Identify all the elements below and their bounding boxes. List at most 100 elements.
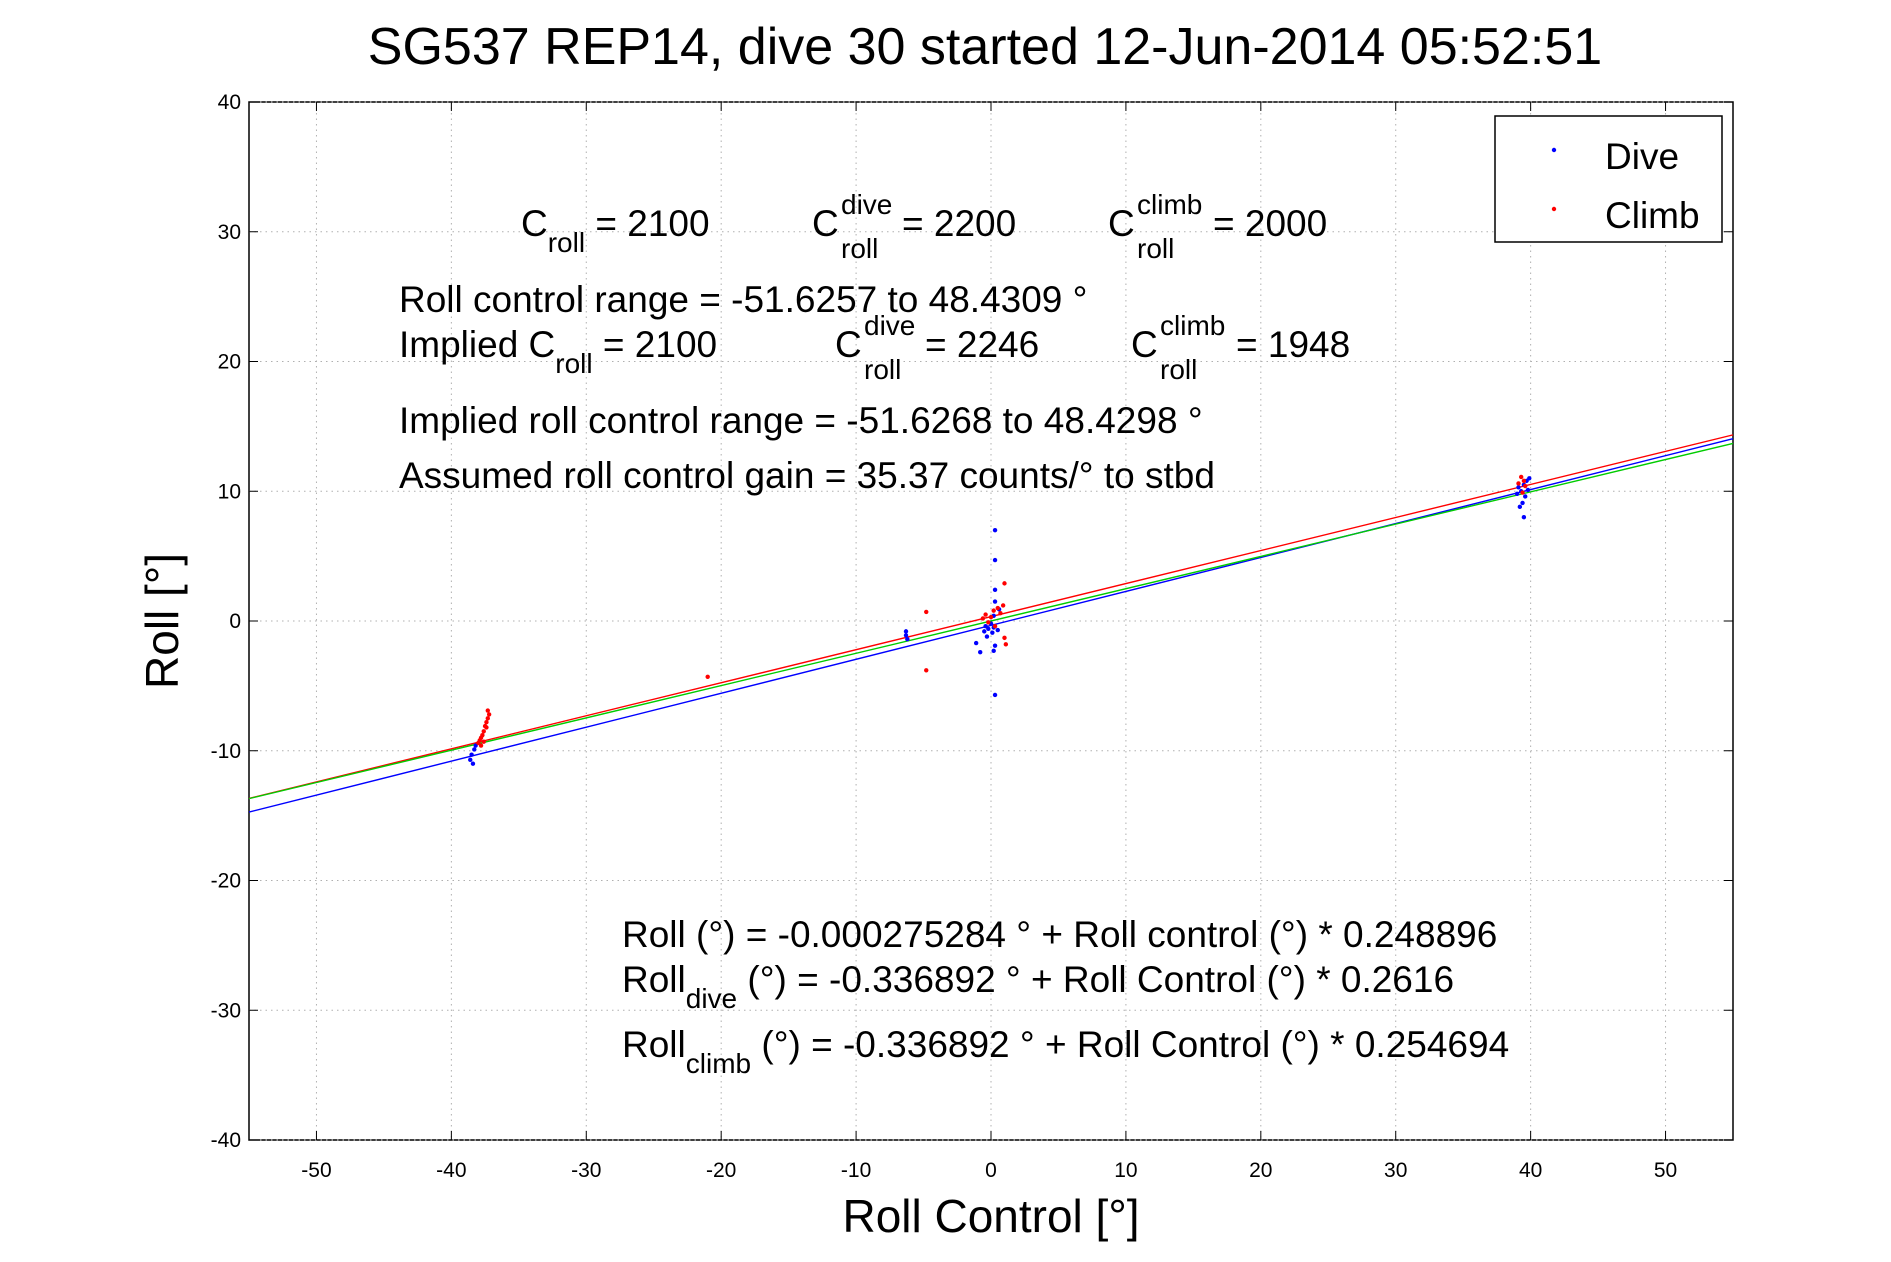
implied-c-roll-climb-sub: roll — [1160, 354, 1197, 385]
fit-climb-annotation: Rollclimb (°) = -0.336892 ° + Roll Contr… — [622, 1024, 1509, 1079]
x-tick-label: 0 — [985, 1159, 997, 1182]
y-tick-label: 0 — [229, 610, 241, 633]
roll-control-range-annotation: Roll control range = -51.6257 to 48.4309… — [399, 279, 1087, 320]
x-axis-ticks: -50 -40 -30 -20 -10 0 10 20 30 40 50 — [301, 102, 1677, 1182]
x-tick-label: -20 — [706, 1159, 736, 1182]
dive-point — [469, 752, 474, 757]
y-tick-label: 30 — [218, 221, 241, 244]
climb-point — [924, 668, 929, 673]
implied-c-roll-climb-annotation: C climb roll = 1948 — [1131, 302, 1350, 387]
climb-point — [986, 620, 991, 625]
climb-point — [484, 725, 489, 730]
legend-climb-marker — [1551, 206, 1557, 212]
implied-c-roll-sub: roll — [555, 348, 592, 379]
fit-all-annotation: Roll (°) = -0.000275284 ° + Roll control… — [622, 914, 1497, 955]
implied-c-roll-value: = 2100 — [593, 324, 717, 365]
x-tick-label: 50 — [1654, 1159, 1677, 1182]
dive-point — [992, 557, 998, 563]
c-roll-climb-sup: climb — [1137, 189, 1202, 220]
dive-point — [992, 643, 998, 648]
climb-point — [486, 712, 492, 717]
dive-point — [990, 630, 995, 635]
climb-point — [485, 716, 490, 721]
c-roll-climb-annotation: C climb roll = 2000 — [1108, 181, 1327, 266]
dive-point — [992, 599, 998, 604]
climb-point — [485, 708, 490, 713]
dive-point — [468, 757, 473, 763]
y-axis-ticks: -40 -30 -20 -10 0 10 20 30 40 — [211, 91, 1733, 1152]
dive-point — [903, 629, 909, 634]
dive-point — [992, 692, 998, 698]
c-roll-climb-sub: roll — [1137, 233, 1174, 264]
x-tick-label: -50 — [301, 1159, 331, 1182]
c-roll-base: C — [521, 203, 548, 244]
climb-point — [478, 743, 484, 748]
x-tick-label: 20 — [1249, 1159, 1272, 1182]
c-roll-value: = 2100 — [585, 203, 709, 244]
c-roll-sub: roll — [548, 227, 585, 258]
climb-point — [980, 616, 986, 621]
climb-point — [991, 608, 996, 613]
dive-point — [978, 649, 983, 655]
chart-title: SG537 REP14, dive 30 started 12-Jun-2014… — [368, 18, 1602, 76]
dive-point — [472, 747, 477, 752]
dive-point — [1523, 494, 1528, 499]
c-roll-dive-sup: dive — [841, 189, 892, 220]
legend-dive-marker — [1551, 147, 1557, 153]
dive-point — [984, 634, 990, 639]
implied-c-roll-climb-sup: climb — [1160, 310, 1225, 341]
climb-point — [484, 720, 489, 725]
c-roll-dive-base: C — [812, 203, 839, 244]
y-tick-label: 20 — [218, 351, 241, 374]
climb-point — [481, 729, 486, 734]
x-tick-label: 10 — [1114, 1159, 1137, 1182]
implied-c-roll-climb-value: = 1948 — [1236, 324, 1350, 365]
dive-point — [470, 761, 476, 766]
dive-point — [1516, 485, 1521, 490]
data-points — [468, 474, 1532, 766]
fit-dive-sub: dive — [686, 983, 737, 1014]
climb-point — [1523, 483, 1528, 489]
c-roll-climb-base: C — [1108, 203, 1135, 244]
dive-point — [903, 633, 909, 638]
y-tick-label: -10 — [211, 740, 241, 763]
climb-point — [983, 612, 988, 617]
climb-point — [480, 732, 485, 738]
fit-dive-annotation: Rolldive (°) = -0.336892 ° + Roll Contro… — [622, 959, 1454, 1014]
climb-point — [1000, 603, 1006, 608]
dive-point — [1520, 500, 1525, 506]
dive-point — [982, 629, 987, 634]
implied-c-roll-base: Implied C — [399, 324, 555, 365]
climb-point — [1520, 490, 1525, 495]
x-tick-label: 40 — [1519, 1159, 1542, 1182]
implied-c-roll-dive-base: C — [835, 324, 862, 365]
climb-point — [1003, 642, 1009, 647]
implied-c-roll-dive-annotation: C dive roll = 2246 — [835, 302, 1039, 387]
climb-point — [988, 614, 994, 620]
x-tick-label: -30 — [571, 1159, 601, 1182]
fit-climb-rest: (°) = -0.336892 ° + Roll Control (°) * 0… — [751, 1024, 1509, 1065]
dive-point — [973, 640, 979, 646]
climb-point — [1518, 474, 1524, 480]
climb-point — [1516, 481, 1521, 486]
c-roll-dive-annotation: C dive roll = 2200 — [812, 181, 1016, 266]
dive-point — [1521, 515, 1527, 520]
c-roll-climb-value: = 2000 — [1213, 203, 1327, 244]
grid — [249, 101, 1733, 1141]
legend-dive-label: Dive — [1605, 136, 1679, 177]
y-tick-label: -20 — [211, 870, 241, 893]
implied-c-roll-annotation: Implied Croll = 2100 — [399, 324, 717, 379]
implied-c-roll-climb-base: C — [1131, 324, 1158, 365]
dive-point — [991, 648, 996, 654]
c-roll-annotation: Croll = 2100 — [521, 203, 710, 258]
dive-point — [1517, 504, 1523, 510]
x-tick-label: -40 — [436, 1159, 466, 1182]
climb-point — [1521, 478, 1527, 484]
implied-range-annotation: Implied roll control range = -51.6268 to… — [399, 400, 1203, 441]
dive-point — [1527, 476, 1532, 481]
x-axis-label: Roll Control [°] — [842, 1190, 1139, 1242]
fit-climb-sub: climb — [686, 1048, 751, 1079]
gain-annotation: Assumed roll control gain = 35.37 counts… — [399, 455, 1215, 496]
x-tick-label: 30 — [1384, 1159, 1407, 1182]
dive-point — [992, 587, 998, 593]
